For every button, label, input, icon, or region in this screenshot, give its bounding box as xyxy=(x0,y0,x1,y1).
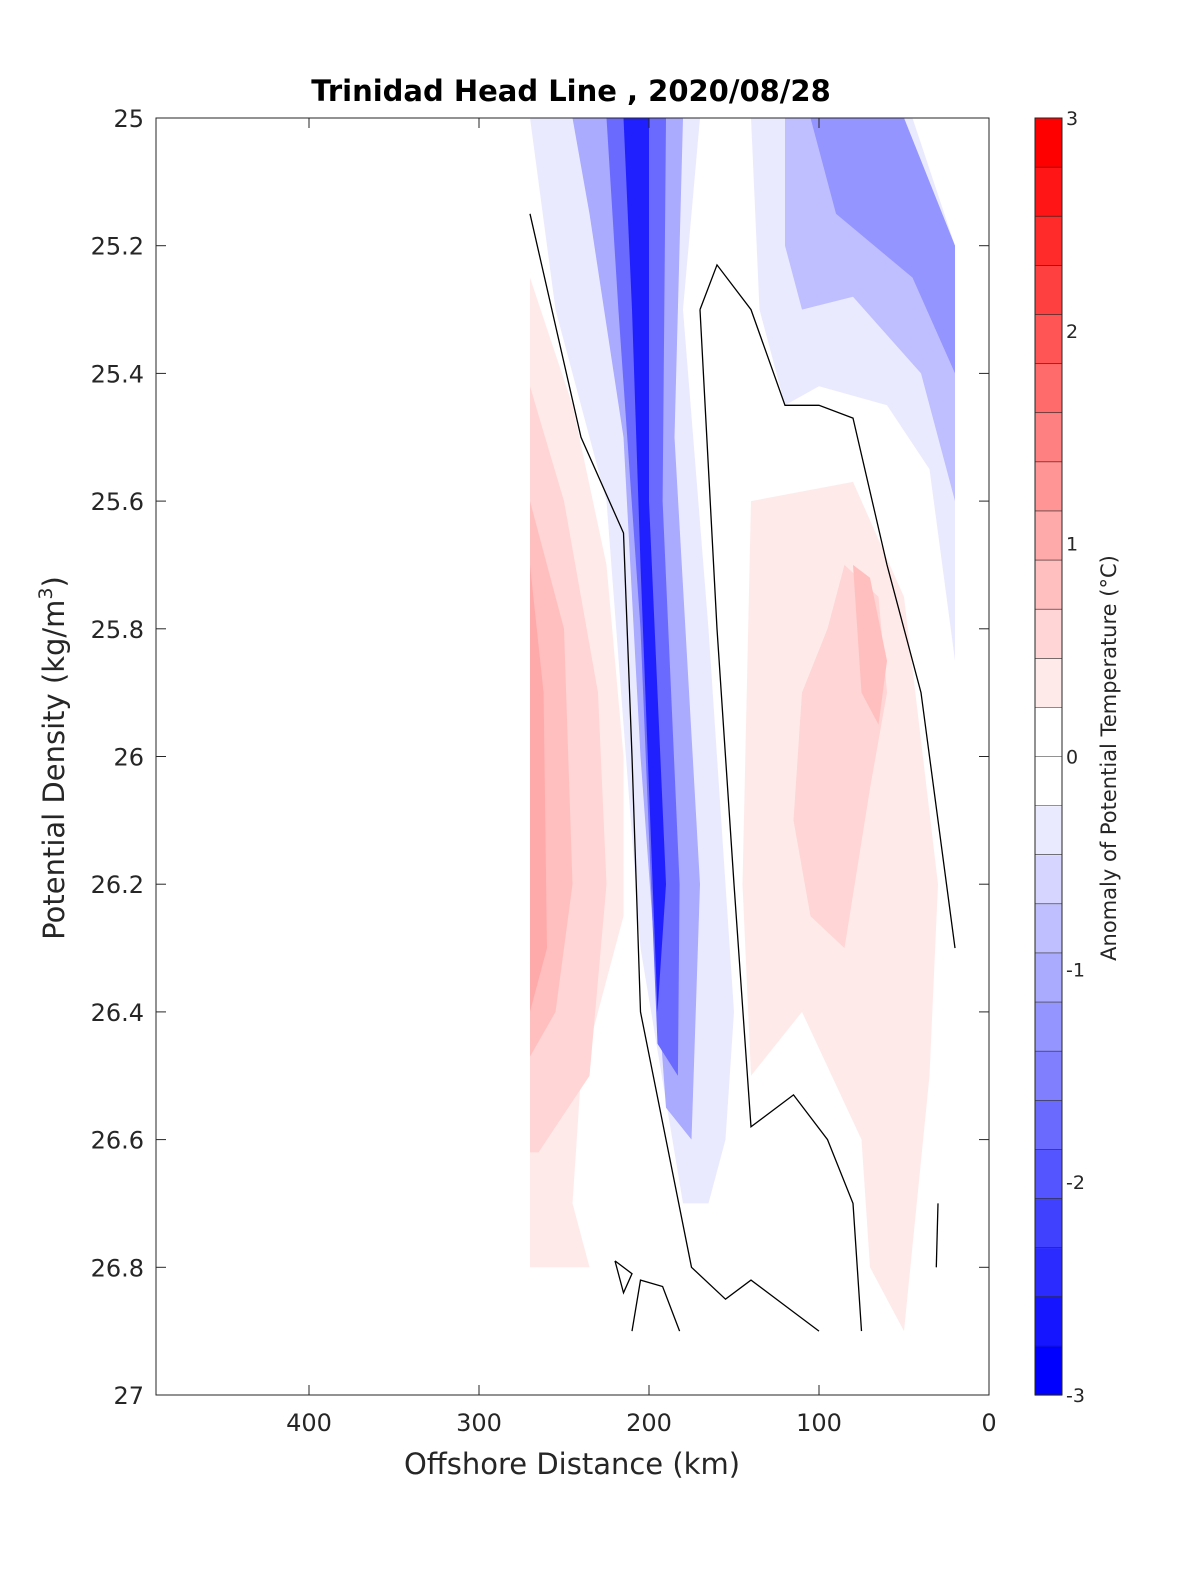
y-tick-label: 26.8 xyxy=(91,1254,144,1282)
colorbar-swatch xyxy=(1035,952,1062,1003)
contour-fill-layer xyxy=(530,118,955,1332)
contour-region-warm-nearshore-core xyxy=(853,564,887,725)
y-tick-label: 26.6 xyxy=(91,1127,144,1155)
colorbar-swatch xyxy=(1035,609,1062,659)
colorbar-tick-label: 0 xyxy=(1066,747,1078,769)
contour-region-cold-nearshore-inner xyxy=(810,118,955,374)
colorbar-swatch xyxy=(1035,1002,1062,1052)
y-tick-label: 26.2 xyxy=(91,871,144,899)
colorbar-swatch xyxy=(1035,461,1062,512)
colorbar-swatch xyxy=(1035,1100,1062,1151)
x-tick-label: 100 xyxy=(796,1409,842,1437)
chart-title: Trinidad Head Line , 2020/08/28 xyxy=(311,74,831,108)
zero-contour-layer xyxy=(529,213,956,1332)
y-axis: 25 25.2 25.4 25.6 25.8 26 26.2 26.4 26.6 26.8 27 xyxy=(91,105,989,1410)
colorbar-tick-label: -1 xyxy=(1066,959,1085,981)
colorbar-swatch xyxy=(1035,658,1062,708)
x-tick-label: 300 xyxy=(456,1409,502,1437)
colorbar-tick-label: -3 xyxy=(1066,1385,1085,1407)
colorbar-swatch xyxy=(1035,756,1062,807)
y-tick-label: 25.4 xyxy=(91,360,144,388)
colorbar-frame xyxy=(1034,117,1063,1396)
colorbar-swatch xyxy=(1035,1149,1062,1200)
colorbar-swatch xyxy=(1035,510,1062,561)
colorbar-swatch xyxy=(1035,1296,1062,1347)
x-axis: 400 300 200 100 0 xyxy=(286,118,997,1437)
zero-contour-triangle xyxy=(614,1260,633,1295)
y-tick-label: 25.6 xyxy=(91,488,144,516)
colorbar-tick-label: -2 xyxy=(1066,1172,1085,1194)
colorbar-swatch xyxy=(1035,707,1062,758)
colorbar-swatch xyxy=(1035,1247,1062,1298)
x-axis-title: Offshore Distance (km) xyxy=(404,1447,740,1481)
colorbar-swatch xyxy=(1035,216,1062,266)
colorbar-tick-label: 2 xyxy=(1066,321,1078,343)
y-tick-label: 26.4 xyxy=(91,999,144,1027)
zero-contour-inner xyxy=(699,309,863,1332)
colorbar: 3 2 1 0 -1 -2 -3 xyxy=(1035,108,1085,1407)
colorbar-swatch xyxy=(1035,412,1062,463)
colorbar-swatch xyxy=(1035,1051,1062,1101)
zero-contour-offshore xyxy=(529,213,820,1332)
y-tick-label: 25 xyxy=(113,105,144,133)
colorbar-swatch xyxy=(1035,1198,1062,1249)
colorbar-swatch xyxy=(1035,363,1062,414)
colorbar-swatch xyxy=(1035,903,1062,954)
colorbar-swatch xyxy=(1035,854,1062,905)
y-tick-label: 27 xyxy=(113,1382,144,1410)
y-tick-label: 26 xyxy=(113,744,144,772)
colorbar-swatch xyxy=(1035,1345,1062,1396)
colorbar-swatch xyxy=(1035,118,1062,168)
zero-contour-middle xyxy=(699,263,956,949)
y-axis-title-superscript: 3 xyxy=(35,587,57,599)
colorbar-swatch xyxy=(1035,314,1062,365)
x-tick-label: 0 xyxy=(981,1409,996,1437)
x-tick-label: 200 xyxy=(626,1409,672,1437)
colorbar-swatch xyxy=(1035,560,1062,610)
colorbar-tick-label: 1 xyxy=(1066,534,1078,556)
colorbar-swatch xyxy=(1035,167,1062,217)
zero-contour-edge xyxy=(935,1203,939,1268)
contour-region-cold-core-max xyxy=(623,118,666,1012)
y-axis-title: Potential Density (kg/m3) xyxy=(35,576,71,940)
y-axis-title-close: ) xyxy=(37,576,71,587)
colorbar-swatch xyxy=(1035,805,1062,856)
colorbar-title: Anomaly of Potential Temperature (°C) xyxy=(1097,555,1121,961)
colorbar-tick-label: 3 xyxy=(1066,108,1078,130)
y-tick-label: 25.8 xyxy=(91,616,144,644)
zero-contour-bottom xyxy=(631,1279,681,1332)
contour-region-warm-offshore-max xyxy=(530,564,547,1012)
x-tick-label: 400 xyxy=(286,1409,332,1437)
colorbar-swatch xyxy=(1035,265,1062,316)
y-axis-title-main: Potential Density (kg/m xyxy=(37,600,71,940)
y-tick-label: 25.2 xyxy=(91,233,144,261)
